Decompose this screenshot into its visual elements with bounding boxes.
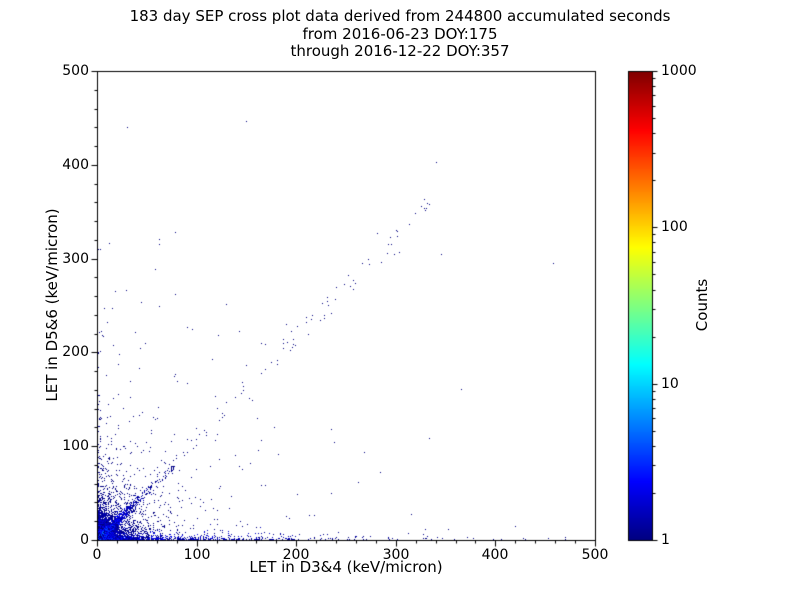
x-tick-label: 100	[183, 547, 211, 563]
y-tick-label: 0	[80, 532, 89, 548]
colorbar-tick-label: 100	[661, 219, 688, 235]
y-tick-label: 200	[62, 344, 89, 360]
y-axis-label: LET in D5&6 (keV/micron)	[43, 208, 61, 402]
colorbar-label: Counts	[693, 278, 711, 332]
x-tick-label: 400	[481, 547, 509, 563]
colorbar-tick-label: 1	[661, 532, 670, 548]
y-tick-label: 500	[62, 63, 89, 79]
y-tick-label: 400	[62, 157, 89, 173]
colorbar-tick-label: 1000	[661, 63, 697, 79]
chart-title-line1: 183 day SEP cross plot data derived from…	[129, 7, 671, 25]
x-tick-label: 0	[92, 547, 102, 563]
y-tick-label: 300	[62, 251, 89, 267]
x-tick-label: 300	[382, 547, 410, 563]
x-tick-label: 200	[282, 547, 310, 563]
y-tick-label: 100	[62, 438, 89, 454]
x-tick-label: 500	[581, 547, 609, 563]
x-axis-label: LET in D3&4 (keV/micron)	[249, 558, 443, 576]
colorbar-tick-label: 10	[661, 376, 679, 392]
chart-title-line3: through 2016-12-22 DOY:357	[290, 42, 510, 60]
chart-title-line2: from 2016-06-23 DOY:175	[302, 25, 498, 43]
